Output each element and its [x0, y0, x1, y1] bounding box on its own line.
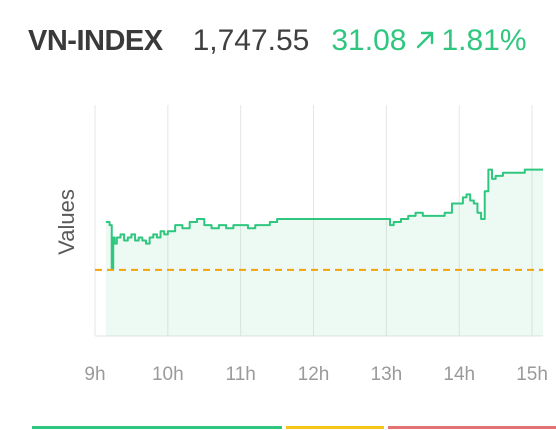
- bottom-bar-green: [32, 426, 282, 429]
- x-tick-label: 15h: [516, 364, 548, 385]
- bottom-bar-red: [388, 426, 556, 429]
- x-tick-label: 12h: [298, 364, 330, 385]
- x-tick-label: 9h: [84, 364, 105, 385]
- index-change: 31.08: [331, 24, 407, 57]
- x-tick-label: 13h: [371, 364, 403, 385]
- index-header: VN-INDEX 1,747.55 31.08 1.81%: [28, 24, 527, 58]
- bottom-bar-yellow: [286, 426, 384, 429]
- index-name: VN-INDEX: [28, 25, 163, 57]
- x-tick-label: 10h: [152, 364, 184, 385]
- y-axis-label: Values: [54, 189, 79, 255]
- series-line: [105, 168, 543, 271]
- series-area: [105, 169, 544, 336]
- arrow-up-right-icon: [414, 29, 436, 51]
- x-tick-label: 14h: [443, 364, 475, 385]
- x-tick-label: 11h: [226, 364, 256, 385]
- index-value: 1,747.55: [192, 24, 310, 57]
- index-change-percent: 1.81%: [441, 24, 527, 57]
